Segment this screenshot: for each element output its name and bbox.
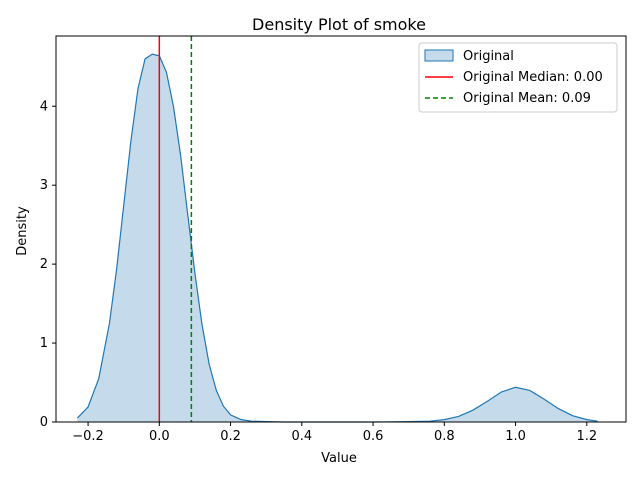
x-axis-label: Value [321, 451, 357, 466]
legend-label-mean: Original Mean: 0.09 [463, 91, 591, 106]
y-tick-label: 3 [40, 178, 48, 193]
x-tick-label: 0.4 [291, 429, 312, 444]
y-tick-label: 2 [40, 257, 48, 272]
legend-label-median: Original Median: 0.00 [463, 70, 603, 85]
x-tick-label: 0.8 [434, 429, 455, 444]
y-axis-label: Density [15, 206, 30, 256]
density-area [77, 54, 598, 422]
x-tick-label: 1.2 [576, 429, 597, 444]
x-tick-label: −0.2 [72, 429, 104, 444]
legend-swatch-original [424, 49, 454, 62]
legend-frame [418, 42, 618, 113]
x-tick-label: 0.2 [220, 429, 241, 444]
x-tick-label: 0.6 [363, 429, 384, 444]
density-line [76, 53, 598, 423]
axes-frame [55, 35, 627, 423]
plot-area [76, 36, 598, 423]
x-tick-label: 0.0 [149, 429, 170, 444]
x-axis: −0.2 0.0 0.2 0.4 0.6 0.8 1.0 1.2 [72, 422, 597, 444]
y-tick-label: 0 [40, 415, 48, 430]
y-axis: 0 1 2 3 4 [40, 99, 56, 430]
chart-title: Density Plot of smoke [252, 15, 426, 34]
legend: Original Original Median: 0.00 Original … [418, 42, 618, 113]
y-tick-label: 4 [40, 99, 48, 114]
legend-label-original: Original [463, 49, 514, 64]
y-tick-label: 1 [40, 336, 48, 351]
x-tick-label: 1.0 [505, 429, 526, 444]
